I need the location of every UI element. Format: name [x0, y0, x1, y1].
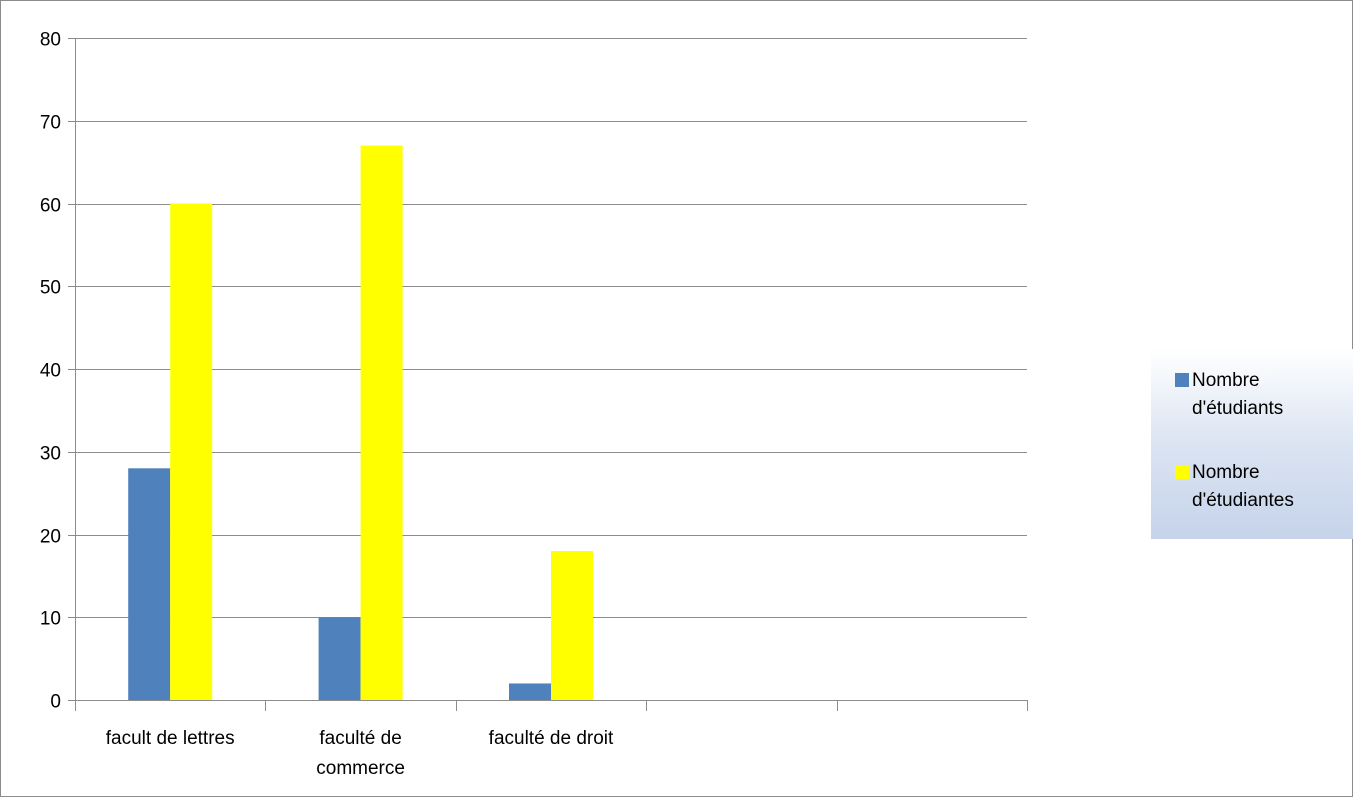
y-tick-label: 0: [50, 692, 61, 713]
bar-etudiants: [128, 468, 171, 700]
legend-swatch: [1175, 373, 1189, 387]
legend-label: Nombre d'étudiantes: [1192, 462, 1294, 511]
bar-etudiants: [509, 683, 551, 700]
legend-label: Nombre d'étudiants: [1192, 370, 1284, 419]
x-tick-label: faculté de commerce: [316, 728, 405, 779]
legend-swatch: [1175, 465, 1189, 479]
y-tick-label: 30: [40, 444, 61, 465]
legend-item-students-female: Nombre d'étudiantes: [1175, 459, 1294, 515]
bar-etudiantes: [360, 145, 403, 700]
y-tick-label: 10: [40, 609, 61, 630]
bar-etudiantes: [551, 551, 593, 700]
legend-item-students-male: Nombre d'étudiants: [1175, 367, 1283, 423]
chart-legend: Nombre d'étudiants Nombre d'étudiantes: [1151, 349, 1353, 539]
y-tick-label: 50: [40, 278, 61, 299]
bar-etudiants: [318, 617, 361, 700]
y-tick-label: 80: [40, 30, 61, 51]
bar-etudiantes: [170, 203, 213, 700]
x-tick-label: faculté de droit: [489, 728, 614, 749]
x-tick-label: facult de lettres: [106, 728, 235, 749]
y-tick-label: 70: [40, 113, 61, 134]
y-tick-label: 40: [40, 361, 61, 382]
y-tick-label: 20: [40, 527, 61, 548]
y-tick-label: 60: [40, 196, 61, 217]
